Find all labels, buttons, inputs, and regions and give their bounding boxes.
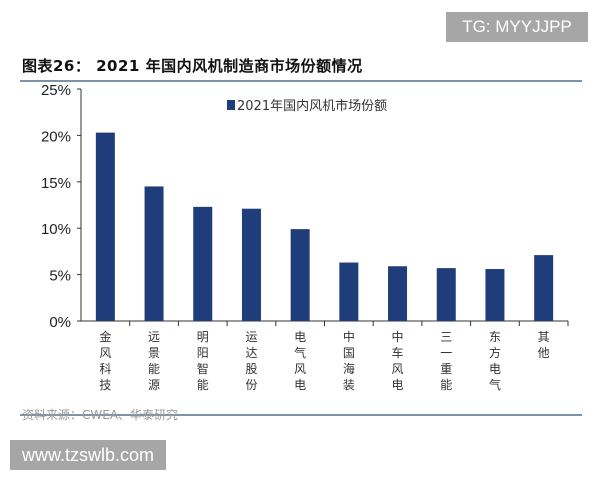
x-tick-label: 金风科技 — [99, 329, 111, 392]
x-tick-label: 运达股份 — [245, 330, 257, 392]
x-tick-label: 明阳智能 — [197, 330, 209, 392]
bar-中车风电 — [388, 266, 408, 321]
y-tick-label: 25% — [41, 82, 71, 99]
bar-chart: 0% 5% 10% 15% 20% 25% 金风科技 远景能源 明阳智能 运达股份 电气风电 中国海装… — [41, 82, 569, 392]
bar-金风科技 — [95, 132, 115, 321]
bottom-rule — [20, 414, 582, 416]
bar-其他 — [534, 255, 554, 321]
y-tick-label: 5% — [49, 268, 71, 285]
x-tick-label: 三一重能 — [440, 330, 452, 392]
legend-label: 2021年国内风机市场份额 — [237, 98, 387, 114]
x-tick-label: 电气风电 — [294, 330, 306, 392]
y-tick-label: 20% — [41, 128, 71, 145]
y-tick-label: 15% — [41, 175, 71, 192]
x-tick-label: 中车风电 — [392, 329, 404, 392]
bar-中国海装 — [339, 262, 359, 321]
watermark-top: TG: MYYJJPP — [446, 12, 588, 42]
bar-电气风电 — [290, 229, 310, 321]
watermark-bottom: www.tzswlb.com — [10, 440, 166, 470]
x-tick-label: 其他 — [538, 330, 550, 360]
top-rule — [20, 80, 582, 82]
y-tick-label: 10% — [41, 221, 71, 238]
x-tick-label: 东方电气 — [489, 330, 501, 392]
bar-明阳智能 — [193, 206, 213, 321]
x-tick-label: 远景能源 — [148, 330, 160, 392]
source-note: 资料来源：CWEA、华泰研究 — [22, 408, 179, 422]
bar-运达股份 — [241, 208, 261, 321]
bar-远景能源 — [144, 186, 164, 321]
bar-东方电气 — [485, 269, 505, 321]
chart-title: 图表26： 2021 年国内风机制造商市场份额情况 — [22, 57, 363, 75]
y-tick-label: 0% — [49, 314, 71, 331]
bar-三一重能 — [436, 268, 456, 321]
x-tick-label: 中国海装 — [343, 329, 355, 392]
legend-swatch — [227, 100, 235, 110]
